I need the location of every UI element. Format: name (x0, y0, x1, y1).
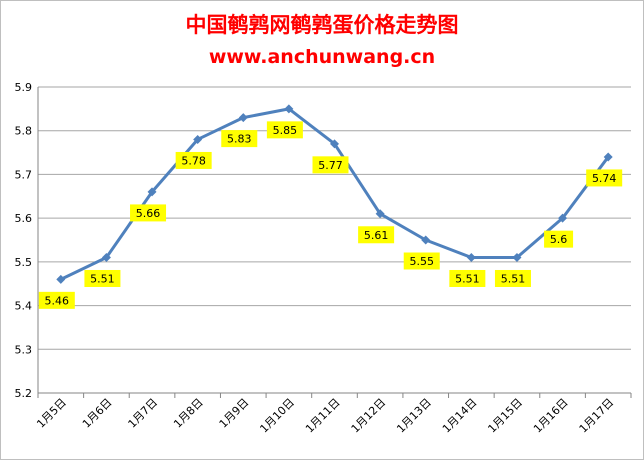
x-tick-label: 1月8日 (171, 396, 206, 431)
x-tick-label: 1月9日 (217, 396, 252, 431)
data-point (466, 252, 476, 262)
data-label: 5.66 (136, 207, 161, 220)
data-label-bg (403, 252, 440, 270)
x-tick-label: 1月12日 (349, 396, 389, 436)
data-point (101, 252, 111, 262)
x-tick-label: 1月13日 (394, 396, 434, 436)
y-tick-label: 5.3 (15, 343, 33, 356)
data-point (603, 152, 613, 162)
data-label-bg (266, 121, 303, 139)
data-label: 5.85 (273, 124, 298, 137)
x-tick-label: 1月11日 (303, 396, 343, 436)
data-label-bg (586, 169, 623, 187)
data-point (421, 235, 431, 245)
chart-title: 中国鹌鹑网鹌鹑蛋价格走势图 (186, 12, 459, 37)
x-tick-label: 1月5日 (34, 396, 69, 431)
x-tick-label: 1月10日 (257, 396, 297, 436)
series-line (59, 107, 610, 281)
data-point (284, 104, 294, 114)
y-tick-label: 5.8 (15, 125, 33, 138)
data-label: 5.46 (45, 294, 70, 307)
data-label: 5.74 (592, 172, 617, 185)
data-label: 5.51 (455, 272, 480, 285)
x-tick-label: 1月17日 (577, 396, 617, 436)
data-label: 5.61 (364, 229, 389, 242)
data-label: 5.6 (550, 233, 568, 246)
data-label: 5.77 (318, 159, 343, 172)
data-label: 5.51 (501, 272, 526, 285)
y-tick-label: 5.7 (15, 168, 33, 181)
plot-area: 5.2 5.3 5.4 5.5 5.6 5.7 5.8 5.9 1月5日 1月6日 1月7日 1月8日… (15, 81, 632, 436)
x-tick-label: 1月7日 (126, 396, 161, 431)
data-label: 5.55 (409, 255, 434, 268)
data-point (193, 134, 203, 144)
x-tick-label: 1月14日 (440, 396, 480, 436)
data-label-bg (544, 230, 574, 248)
x-tick-label: 1月6日 (80, 396, 115, 431)
data-point (375, 209, 385, 219)
data-point (147, 187, 157, 197)
data-point (558, 213, 568, 223)
data-label-bg (494, 269, 531, 287)
data-label-bg (130, 204, 167, 222)
data-point (238, 113, 248, 123)
data-label: 5.83 (227, 133, 252, 146)
y-tick-label: 5.5 (15, 256, 33, 269)
x-tick-label: 1月16日 (531, 396, 571, 436)
y-tick-label: 5.2 (15, 387, 33, 400)
data-label-bg (84, 269, 121, 287)
data-label-bg (312, 156, 349, 174)
data-label: 5.78 (181, 154, 206, 167)
data-label-bg (221, 130, 258, 148)
y-tick-label: 5.9 (15, 81, 33, 94)
data-label-bg (449, 269, 486, 287)
y-tick-label: 5.4 (15, 300, 33, 313)
data-label-bg (38, 291, 75, 309)
y-tick-label: 5.6 (15, 212, 33, 225)
data-point (56, 274, 66, 284)
data-label: 5.51 (90, 272, 115, 285)
data-point (512, 252, 522, 262)
data-point (330, 139, 339, 149)
chart-subtitle: www.anchunwang.cn (209, 46, 435, 68)
data-label-bg (358, 226, 395, 244)
x-tick-label: 1月15日 (485, 396, 525, 436)
data-label-bg (175, 151, 212, 169)
